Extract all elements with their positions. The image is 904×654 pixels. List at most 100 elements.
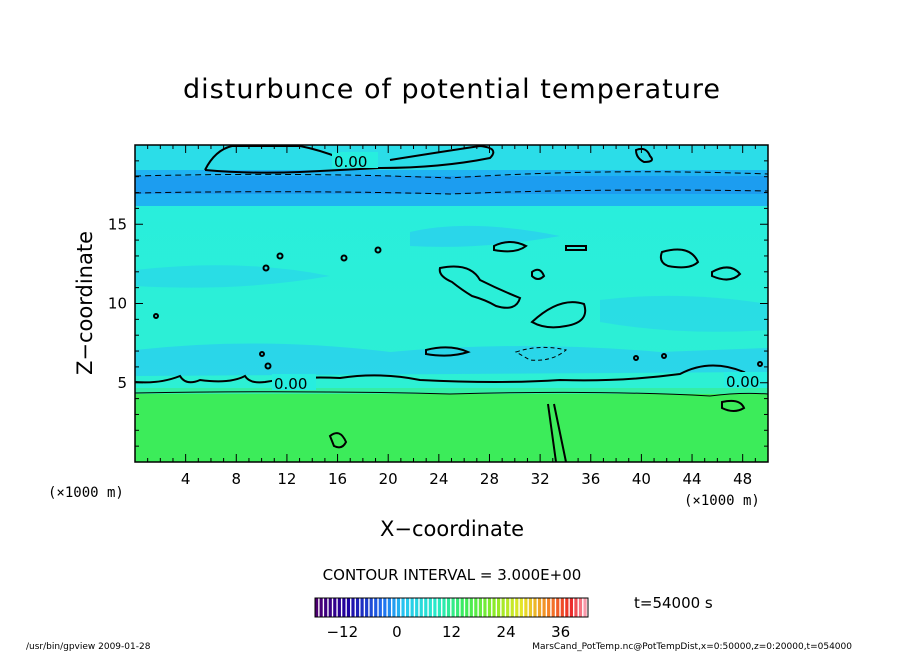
field-cool-patch xyxy=(135,343,768,376)
contour-closed xyxy=(757,361,763,367)
x-tick-label: 48 xyxy=(733,470,752,488)
x-tick-label: 12 xyxy=(277,470,296,488)
colorbar-swatch xyxy=(497,598,501,617)
contour-closed xyxy=(425,346,471,357)
colorbar-tick-labels: −12 0 12 24 36 xyxy=(326,623,570,641)
footer-right: MarsCand_PotTemp.nc@PotTempDist,x=0:5000… xyxy=(532,642,852,652)
contour-closed xyxy=(262,264,270,272)
contour-closed xyxy=(264,362,272,370)
x-tick-label: 16 xyxy=(328,470,347,488)
y-axis-title: Z−coordinate xyxy=(73,231,97,375)
zero-contour-top xyxy=(204,144,495,174)
colorbar-swatch xyxy=(515,598,519,617)
colorbar-swatch xyxy=(474,598,478,617)
x-axis-ticks: 4 8 12 16 20 24 28 32 36 40 44 48 xyxy=(147,145,756,488)
colorbar-swatch xyxy=(351,598,355,617)
negative-contour xyxy=(514,346,568,361)
x-tick-label: 44 xyxy=(682,470,701,488)
x-tick-label: 20 xyxy=(379,470,398,488)
colorbar-swatch xyxy=(547,598,551,617)
colorbar-swatch xyxy=(396,598,401,617)
zero-contour-lower xyxy=(134,364,769,384)
colorbar-swatch xyxy=(374,598,378,617)
x-tick-label: 36 xyxy=(581,470,600,488)
contour-label: 0.00 xyxy=(334,153,367,171)
colorbar-swatch xyxy=(574,598,578,617)
contour-label: 0.00 xyxy=(274,375,307,393)
colorbar-frame xyxy=(314,597,589,618)
colorbar-swatch xyxy=(451,598,455,617)
contour-closed xyxy=(659,248,700,269)
contour-closed xyxy=(661,353,667,359)
contour-closed xyxy=(438,265,522,309)
colorbar-swatch xyxy=(319,598,323,617)
contour-lines xyxy=(134,144,769,463)
colorbar-swatch xyxy=(360,598,364,617)
colorbar-swatch xyxy=(401,598,405,617)
field-cool-patch xyxy=(135,265,330,288)
colorbar-swatch xyxy=(537,598,542,617)
x-unit-left: (×1000 m) xyxy=(48,485,124,501)
colorbar-swatch xyxy=(342,598,346,617)
colorbar-swatch xyxy=(437,598,442,617)
colorbar-swatch xyxy=(424,598,428,617)
contour-closed xyxy=(493,241,528,253)
colorbar-swatch xyxy=(406,598,410,617)
colorbar-tick-label: 0 xyxy=(392,623,402,641)
colorbar-swatch xyxy=(478,598,482,617)
contour-closed xyxy=(328,432,348,449)
colorbar-swatch xyxy=(337,598,341,617)
colorbar-swatch xyxy=(483,598,487,617)
chart-title: disturbunce of potential temperature xyxy=(183,74,721,105)
contour-label: 0.00 xyxy=(726,373,759,391)
colorbar-swatch xyxy=(569,598,573,617)
colorbar-swatch xyxy=(542,598,546,617)
x-tick-label: 8 xyxy=(232,470,242,488)
heatmap-field xyxy=(135,145,768,462)
colorbar-swatch xyxy=(315,598,319,617)
footer-left: /usr/bin/gpview 2009-01-28 xyxy=(26,642,151,652)
colorbar-swatch xyxy=(501,598,505,617)
field-lower-layer xyxy=(135,393,768,462)
colorbar-swatch xyxy=(460,598,464,617)
colorbar-swatch xyxy=(410,598,414,617)
colorbar-swatch xyxy=(560,598,564,617)
contour-closed xyxy=(565,245,587,251)
x-unit-right: (×1000 m) xyxy=(684,493,760,509)
colorbar-swatch xyxy=(446,598,451,617)
colorbar-swatch xyxy=(378,598,382,617)
contour-label-bg xyxy=(332,152,378,168)
colorbar-swatch xyxy=(578,598,583,617)
colorbar-swatch xyxy=(519,598,523,617)
contour-closed xyxy=(531,268,546,280)
contour-interval-label: CONTOUR INTERVAL = 3.000E+00 xyxy=(322,566,582,584)
colorbar-swatch xyxy=(506,598,510,617)
colorbar-tick-label: 24 xyxy=(497,623,516,641)
field-cool-patch xyxy=(600,295,768,332)
colorbar-swatch xyxy=(487,598,492,617)
negative-contour xyxy=(134,189,769,195)
colorbar-swatch xyxy=(415,598,419,617)
field-upper-band-core xyxy=(135,176,768,194)
colorbar-swatch xyxy=(365,598,369,617)
colorbar-swatch xyxy=(456,598,460,617)
colorbar-swatch xyxy=(469,598,473,617)
colorbar-swatch xyxy=(551,598,555,617)
colorbar-swatch xyxy=(556,598,560,617)
colorbar-swatch xyxy=(492,598,496,617)
field-cool-patch xyxy=(410,225,560,247)
colorbar-swatch xyxy=(428,598,432,617)
colorbar-swatch xyxy=(333,598,337,617)
contour-closed xyxy=(633,355,639,361)
colorbar-swatch xyxy=(369,598,373,617)
colorbar-swatch xyxy=(328,598,332,617)
colorbar-swatch xyxy=(465,598,469,617)
zero-contour-top xyxy=(204,145,341,171)
contour-closed xyxy=(711,266,742,281)
x-tick-label: 4 xyxy=(181,470,191,488)
x-tick-label: 24 xyxy=(429,470,448,488)
colorbar-swatch xyxy=(583,598,587,617)
contour-closed xyxy=(530,301,587,329)
colorbar-swatch xyxy=(510,598,514,617)
